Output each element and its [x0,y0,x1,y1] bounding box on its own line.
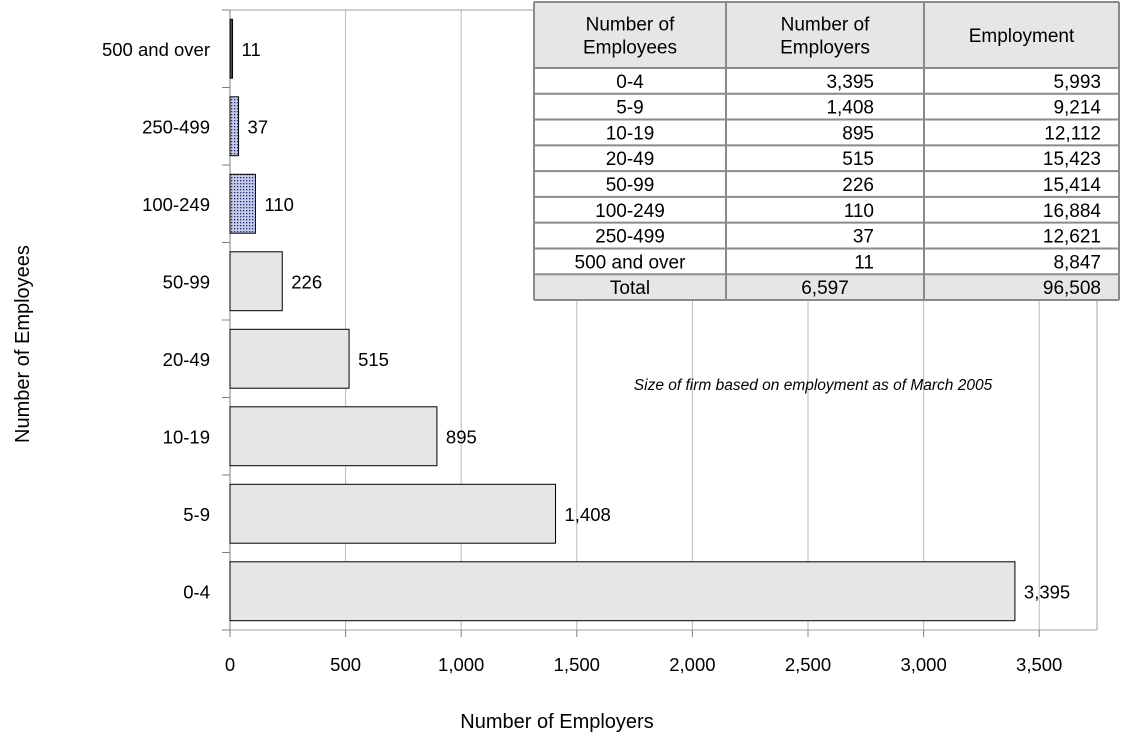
y-tick-label: 50-99 [163,271,210,292]
table-header-text: Number of [586,15,675,36]
table-total-label: Total [610,278,650,299]
table-cell-employment: 16,884 [1043,201,1102,222]
x-axis-ticks: 0 500 1,000 1,500 2,000 2,500 3,000 3,500 [225,630,1062,675]
table-note: Size of firm based on employment as of M… [634,377,993,394]
bar-value-label: 110 [264,194,294,215]
bar-50-99 [229,251,283,312]
bar-value-label: 515 [358,349,389,370]
bar-value-label: 37 [248,116,269,137]
x-tick-label: 0 [225,654,235,675]
table-cell-size: 250-499 [595,227,665,248]
x-tick-label: 1,000 [438,654,484,675]
table-header-background [534,2,1119,68]
x-tick-label: 3,000 [900,654,946,675]
bar-value-label: 11 [242,39,261,60]
table-cell-employment: 15,414 [1043,175,1102,196]
y-tick-label: 500 and over [102,39,210,60]
table-total-employers: 6,597 [801,278,849,299]
table-cell-employment: 12,112 [1044,123,1101,144]
x-tick-label: 500 [330,654,361,675]
table-cell-employers: 895 [842,123,874,144]
bar-value-label: 3,395 [1024,581,1070,602]
table-header-text: Number of [781,15,870,36]
table-cell-employers: 515 [842,149,874,170]
y-tick-label: 250-499 [142,116,210,137]
table-cell-employers: 3,395 [826,72,874,93]
x-tick-label: 2,500 [785,654,831,675]
bar-value-label: 895 [446,426,477,447]
table-cell-size: 100-249 [595,201,665,222]
table-cell-employers: 11 [854,252,874,273]
bar-250-499 [229,96,240,157]
table-cell-employers: 37 [853,227,874,248]
table-cell-employment: 12,621 [1043,227,1101,248]
bar-0-4 [229,561,1016,622]
bar-100-249 [229,173,256,234]
x-tick-label: 1,500 [554,654,600,675]
table-cell-employers: 1,408 [826,98,874,119]
bar-value-label: 1,408 [565,504,611,525]
y-tick-label: 0-4 [183,581,210,602]
bar-value-label: 226 [291,271,322,292]
bar-10-19 [229,406,438,467]
y-tick-label: 5-9 [183,504,210,525]
table-cell-size: 50-99 [606,175,655,196]
table-cell-size: 500 and over [575,252,687,273]
y-axis-ticks: 0-4 5-9 10-19 20-49 50-99 100-249 250-499 500 a… [102,9,230,631]
table-header-text: Employers [780,38,870,59]
table-cell-size: 20-49 [606,149,655,170]
y-tick-label: 100-249 [142,194,210,215]
table-cell-size: 10-19 [606,123,655,144]
table-cell-size: 0-4 [616,72,644,93]
table-cell-employment: 8,847 [1053,252,1101,273]
bar-5-9 [229,483,557,544]
x-axis-title: Number of Employers [460,711,653,733]
x-tick-label: 2,000 [669,654,715,675]
bars [229,18,1016,622]
x-tick-label: 3,500 [1016,654,1062,675]
table-cell-employment: 9,214 [1053,98,1101,119]
data-labels: 3,395 1,408 895 515 226 110 37 11 [242,39,1071,603]
table-header-text: Employees [583,38,677,59]
y-tick-label: 20-49 [163,349,210,370]
table-header-text: Employment [969,26,1075,47]
table-total-employment: 96,508 [1043,278,1101,299]
table-total-background [534,274,1119,301]
table-cell-employment: 15,423 [1043,149,1101,170]
bar-20-49 [229,328,350,389]
table-cell-size: 5-9 [616,98,643,119]
bar-500-and-over [229,18,234,79]
y-tick-label: 10-19 [163,426,210,447]
table-cell-employment: 5,993 [1053,72,1101,93]
table-cell-employers: 226 [842,175,874,196]
y-axis-title: Number of Employees [12,245,34,443]
table-cell-employers: 110 [844,201,874,222]
